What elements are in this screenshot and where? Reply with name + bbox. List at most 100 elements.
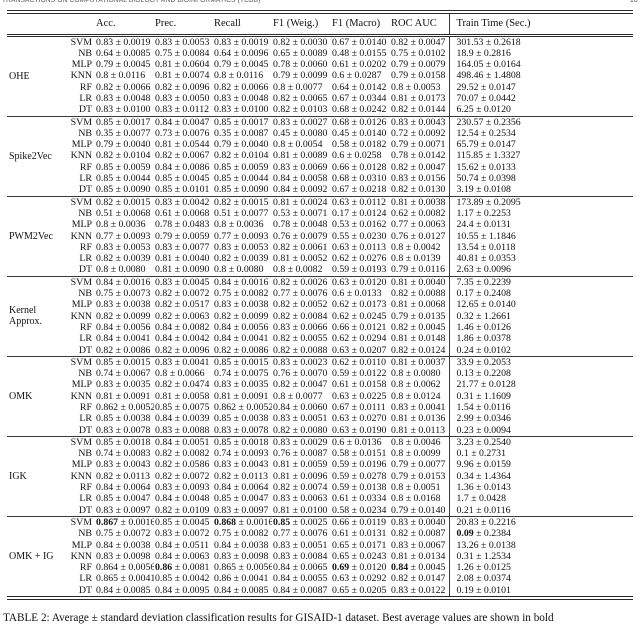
metric-cell: 0.8 ± 0.0053 bbox=[391, 81, 441, 93]
classifier-label: KNN bbox=[70, 70, 92, 82]
metric-cell: 0.61 ± 0.0334 bbox=[332, 493, 387, 505]
metric-cell: 0.82 ± 0.0066 bbox=[96, 81, 151, 93]
table-bottom-rule bbox=[7, 596, 633, 600]
metric-cell: 0.867 ± 0.0016 bbox=[95, 515, 154, 529]
metric-cell: 0.51 ± 0.0077 bbox=[214, 207, 269, 219]
result-row: KNN 0.77 ± 0.0093 0.79 ± 0.0059 0.77 ± 0.00… bbox=[7, 230, 633, 242]
metric-cell: 0.68 ± 0.0310 bbox=[332, 173, 387, 185]
metric-cell: 0.53 ± 0.0162 bbox=[332, 219, 387, 231]
metric-cell: 0.82 ± 0.0039 bbox=[214, 253, 269, 265]
metric-cell: 0.81 ± 0.0059 bbox=[273, 459, 328, 471]
metric-cell: 1.86 ± 0.0378 bbox=[448, 333, 633, 345]
classifier-label: NB bbox=[78, 288, 92, 300]
metric-cell: 24.4 ± 0.0131 bbox=[448, 219, 633, 231]
metric-cell: 0.83 ± 0.0078 bbox=[214, 424, 269, 436]
header-acc: Acc. bbox=[95, 13, 154, 37]
metric-cell: 164.05 ± 0.0164 bbox=[448, 59, 633, 71]
classifier-label: NB bbox=[78, 528, 92, 540]
metric-cell: 0.82 ± 0.0104 bbox=[214, 150, 269, 162]
result-row: MLP 0.83 ± 0.0043 0.82 ± 0.0586 0.83 ± 0.00… bbox=[7, 459, 633, 471]
result-row: OMK + IG SVM 0.867 ± 0.0016 0.85 ± 0.0045 0.… bbox=[7, 515, 633, 597]
group-label: Spike2Vec bbox=[7, 115, 55, 197]
metric-cell: 0.83 ± 0.0063 bbox=[273, 493, 328, 505]
classifier-label: DT bbox=[78, 504, 92, 516]
classifier-label: LR bbox=[79, 413, 92, 425]
metric-cell: 0.6 ± 0.0287 bbox=[332, 70, 382, 82]
metric-cell: 0.82 ± 0.0015 bbox=[213, 195, 272, 208]
result-row: NB 0.64 ± 0.0085 0.75 ± 0.0084 0.64 ± 0.009… bbox=[7, 47, 633, 60]
metric-cell: 0.8 ± 0.0046 bbox=[390, 435, 449, 449]
classifier-label: NB bbox=[78, 127, 92, 139]
metric-cell: 0.864 ± 0.0056 bbox=[96, 562, 154, 574]
metric-cell: 0.84 ± 0.0055 bbox=[273, 573, 328, 585]
metric-cell: 0.67 ± 0.0140 bbox=[332, 36, 387, 48]
metric-cell: 0.84 ± 0.0060 bbox=[273, 402, 328, 413]
metric-cell: 70.07 ± 0.0442 bbox=[448, 92, 633, 105]
result-row: LR 0.85 ± 0.0044 0.85 ± 0.0045 0.85 ± 0.004… bbox=[7, 173, 633, 185]
result-row: LR 0.84 ± 0.0041 0.84 ± 0.0042 0.84 ± 0.004… bbox=[7, 333, 633, 345]
metric-cell: 0.82 ± 0.0072 bbox=[155, 470, 210, 482]
metric-cell: 0.83 ± 0.0098 bbox=[96, 550, 151, 562]
metric-cell: 3.19 ± 0.0108 bbox=[448, 184, 633, 197]
metric-cell: 0.8 ± 0.0116 bbox=[96, 70, 146, 82]
metric-cell: 0.65 ± 0.0171 bbox=[332, 539, 387, 551]
classifier-label: DT bbox=[78, 184, 92, 196]
metric-cell: 0.8 ± 0.0139 bbox=[391, 253, 441, 265]
metric-cell: 0.84 ± 0.0058 bbox=[273, 173, 328, 185]
result-row: OMK SVM 0.85 ± 0.0015 0.83 ± 0.0041 0.85 ± 0… bbox=[7, 355, 633, 437]
metric-cell: 0.85 ± 0.0045 bbox=[155, 173, 210, 185]
metric-cell: 0.78 ± 0.0048 bbox=[273, 219, 328, 231]
metric-cell: 0.84 ± 0.0511 bbox=[155, 539, 210, 551]
metric-cell: 0.8 ± 0.0066 bbox=[155, 368, 205, 380]
result-row: NB 0.74 ± 0.0083 0.82 ± 0.0082 0.74 ± 0.009… bbox=[7, 448, 633, 460]
classifier-label: NB bbox=[78, 47, 92, 59]
metric-cell: 0.82 ± 0.0030 bbox=[273, 36, 328, 48]
metric-cell: 1.26 ± 0.0125 bbox=[448, 562, 633, 574]
metric-cell: 0.21 ± 0.0116 bbox=[448, 504, 633, 517]
metric-cell: 0.8 ± 0.0099 bbox=[391, 448, 441, 460]
header-row: Acc. Prec. Recall F1 (Weig.) F1 (Macro) … bbox=[7, 13, 633, 37]
metric-cell: 0.84 ± 0.0047 bbox=[154, 115, 213, 128]
running-title: TRANSACTIONS ON COMPUTATIONAL BIOLOGY AN… bbox=[2, 0, 261, 4]
metric-cell: 0.82 ± 0.0082 bbox=[155, 448, 210, 460]
metric-cell: 0.79 ± 0.0116 bbox=[391, 264, 446, 276]
metric-cell: 0.82 ± 0.0026 bbox=[272, 275, 331, 289]
metric-cell: 0.85 ± 0.0044 bbox=[96, 173, 151, 185]
metric-cell: 0.8 ± 0.0036 bbox=[96, 219, 146, 231]
result-row: IGK SVM 0.85 ± 0.0018 0.84 ± 0.0051 0.85 ± 0… bbox=[7, 435, 633, 517]
metric-cell: 0.79 ± 0.0079 bbox=[391, 59, 446, 71]
results-table: Acc. Prec. Recall F1 (Weig.) F1 (Macro) … bbox=[7, 13, 633, 597]
metric-cell: 0.82 ± 0.0144 bbox=[391, 104, 446, 116]
metric-cell: 0.65 ± 0.0243 bbox=[332, 550, 387, 562]
result-row: NB 0.51 ± 0.0068 0.61 ± 0.0068 0.51 ± 0.007… bbox=[7, 207, 633, 220]
metric-cell: 0.84 ± 0.0045 bbox=[391, 562, 446, 574]
metric-cell: 0.82 ± 0.0047 bbox=[391, 161, 446, 173]
result-row: MLP 0.84 ± 0.0038 0.84 ± 0.0511 0.84 ± 0.00… bbox=[7, 539, 633, 551]
metric-cell: 0.84 ± 0.0095 bbox=[155, 584, 210, 596]
metric-cell: 0.82 ± 0.0039 bbox=[96, 253, 151, 265]
classifier-label: RF bbox=[79, 81, 92, 93]
metric-cell: 0.85 ± 0.0015 bbox=[95, 355, 154, 369]
embedding-group: Spike2Vec SVM 0.85 ± 0.0017 0.84 ± 0.0047 0.… bbox=[7, 115, 633, 197]
metric-cell: 50.74 ± 0.0398 bbox=[448, 173, 633, 185]
metric-cell: 0.75 ± 0.0072 bbox=[96, 528, 151, 540]
metric-cell: 0.84 ± 0.0041 bbox=[96, 333, 151, 345]
metric-cell: 2.63 ± 0.0096 bbox=[448, 264, 633, 277]
group-label: IGK bbox=[7, 435, 55, 517]
metric-cell: 0.64 ± 0.0085 bbox=[96, 47, 151, 59]
metric-cell: 0.75 ± 0.0082 bbox=[214, 528, 269, 540]
metric-cell: 0.82 ± 0.0113 bbox=[96, 470, 151, 482]
metric-cell: 0.61 ± 0.0202 bbox=[332, 59, 387, 71]
metric-cell: 0.8 ± 0.0168 bbox=[391, 493, 441, 505]
result-row: DT 0.83 ± 0.0078 0.83 ± 0.0088 0.83 ± 0.007… bbox=[7, 424, 633, 437]
metric-cell: 0.79 ± 0.0135 bbox=[391, 310, 446, 322]
metric-cell: 0.79 ± 0.0040 bbox=[214, 139, 269, 151]
metric-cell: 0.82 ± 0.0066 bbox=[214, 81, 269, 93]
metric-cell: 0.868 ± 0.0016 bbox=[213, 515, 272, 529]
group-label: Kernel Approx. bbox=[7, 275, 55, 357]
metric-cell: 0.55 ± 0.0230 bbox=[332, 230, 387, 242]
header-recall: Recall bbox=[213, 13, 272, 37]
metric-cell: 0.17 ± 0.0124 bbox=[332, 207, 387, 219]
metric-cell: 0.82 ± 0.0074 bbox=[273, 482, 328, 494]
classifier-label: RF bbox=[79, 402, 92, 413]
